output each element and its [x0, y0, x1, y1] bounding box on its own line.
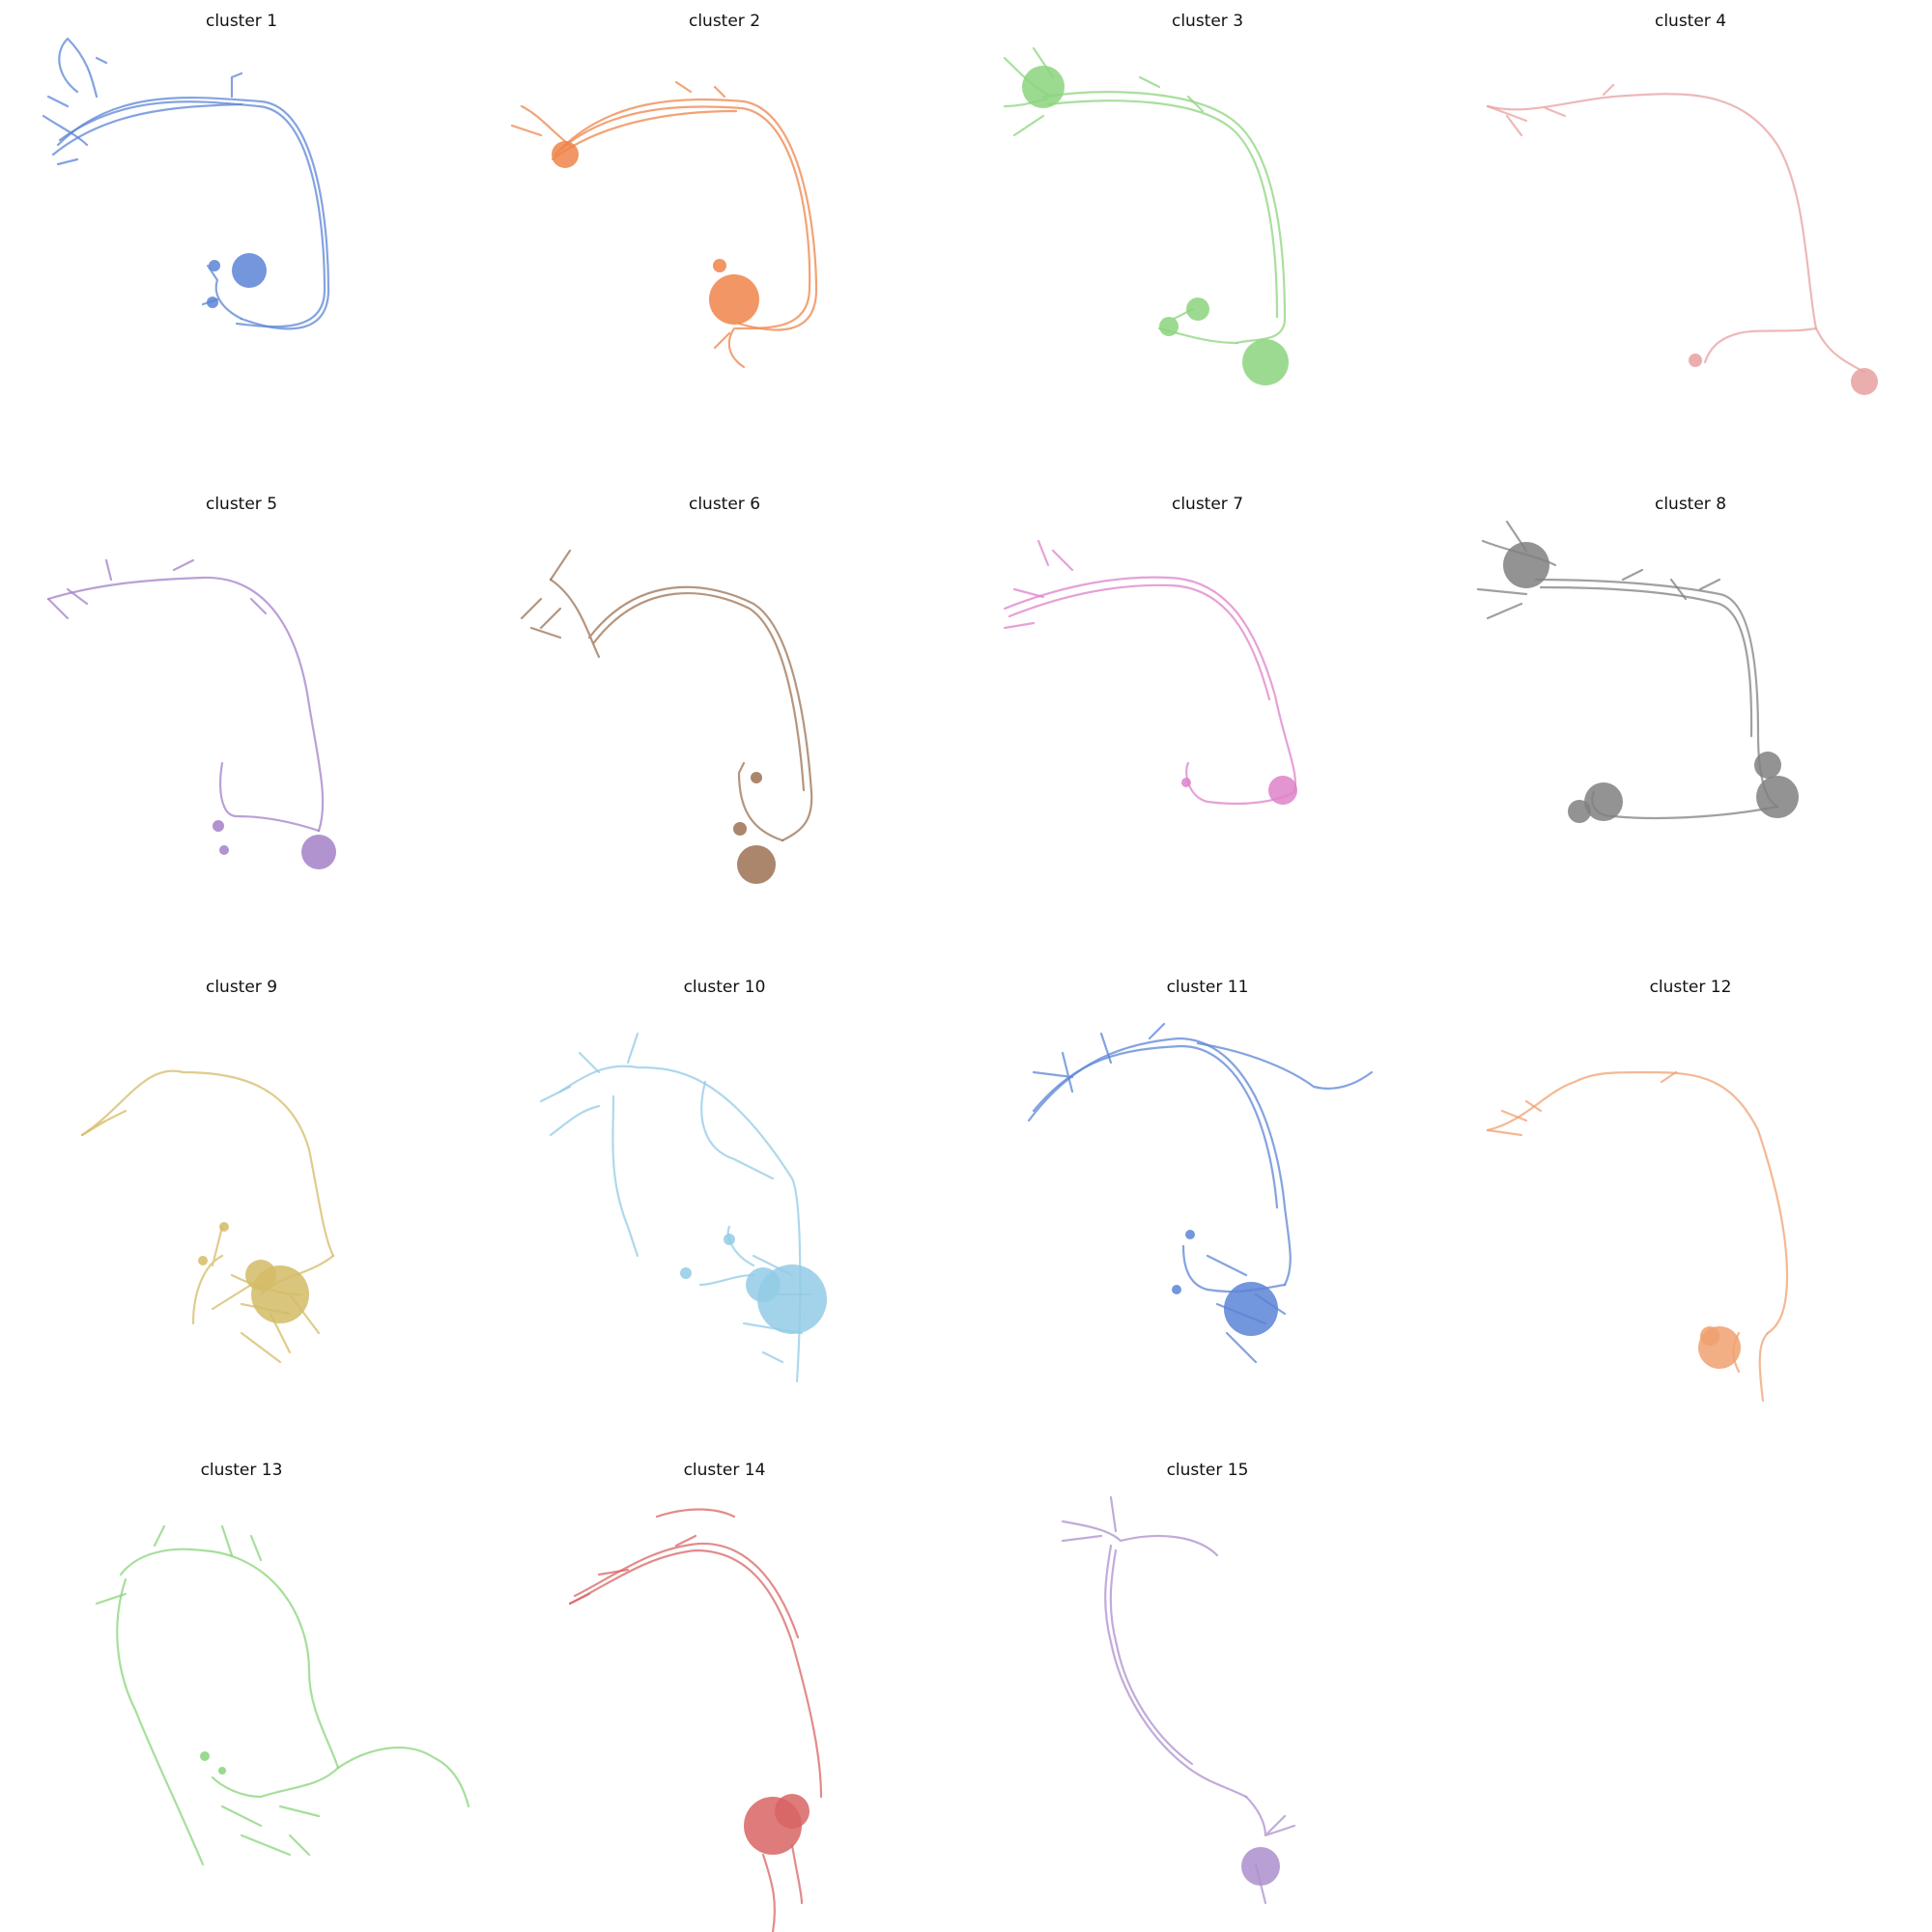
panel-cluster-2: cluster 2 [483, 0, 966, 483]
panel-title: cluster 14 [683, 1461, 766, 1480]
neuron-fibers [42, 37, 330, 330]
panel-title: cluster 6 [688, 495, 761, 514]
neuron-fibers [520, 549, 813, 842]
soma-blob [1689, 354, 1878, 395]
neuron-fibers [95, 1524, 470, 1866]
neuron-morphology [1003, 539, 1297, 806]
soma-blob [1241, 1847, 1280, 1886]
panel-title: cluster 5 [205, 495, 278, 514]
soma-blob [200, 1751, 226, 1775]
neuron-morphology [1486, 83, 1878, 395]
panel-cluster-1: cluster 1 [0, 0, 483, 483]
soma-blob [1698, 1326, 1741, 1369]
panel-title: cluster 7 [1171, 495, 1244, 514]
neuron-morphology [1476, 520, 1799, 823]
neuron-morphology [539, 1032, 827, 1383]
panel-title: cluster 15 [1166, 1461, 1249, 1480]
panel-cluster-5: cluster 5 [0, 483, 483, 966]
panel-cluster-14: cluster 14 [483, 1449, 966, 1932]
neuron-fibers [510, 80, 818, 369]
neuron-morphology [568, 1508, 823, 1932]
neuron-fibers [1486, 83, 1866, 374]
soma-blob [1181, 776, 1297, 805]
soma-blob [1503, 542, 1799, 823]
soma-blob [733, 772, 776, 884]
neuron-morphology [42, 37, 330, 330]
neuron-fibers [539, 1032, 813, 1383]
neuron-fibers [568, 1508, 823, 1932]
panel-title: cluster 3 [1171, 12, 1244, 31]
neuron-fibers [1027, 1022, 1374, 1364]
panel-title: cluster 12 [1649, 978, 1732, 997]
panel-cluster-10: cluster 10 [483, 966, 966, 1449]
soma-blob [198, 1222, 309, 1323]
panel-cluster-13: cluster 13 [0, 1449, 483, 1932]
panel-cluster-4: cluster 4 [1449, 0, 1932, 483]
panel-cluster-15: cluster 15 [966, 1449, 1449, 1932]
panel-title: cluster 8 [1654, 495, 1727, 514]
neuron-morphology [1027, 1022, 1374, 1364]
panel-cluster-8: cluster 8 [1449, 483, 1932, 966]
soma-blob [744, 1794, 810, 1855]
panel-cluster-9: cluster 9 [0, 966, 483, 1449]
soma-blob [207, 253, 267, 308]
panel-title: cluster 10 [683, 978, 766, 997]
soma-blob [552, 141, 759, 325]
panel-title: cluster 11 [1166, 978, 1249, 997]
soma-blob [1022, 66, 1289, 385]
neuron-morphology [1061, 1495, 1296, 1905]
panel-title: cluster 1 [205, 12, 278, 31]
panel-cluster-11: cluster 11 [966, 966, 1449, 1449]
panel-title: cluster 13 [200, 1461, 283, 1480]
neuron-morphology [80, 1069, 335, 1364]
panel-title: cluster 2 [688, 12, 761, 31]
neuron-fibers [1486, 1070, 1789, 1403]
neuron-morphology [46, 558, 336, 869]
soma-blob [213, 820, 336, 869]
soma-blob [680, 1234, 827, 1334]
panel-title: cluster 9 [205, 978, 278, 997]
soma-blob [1172, 1230, 1278, 1336]
neuron-fibers [1003, 539, 1296, 806]
panel-cluster-7: cluster 7 [966, 483, 1449, 966]
panel-cluster-3: cluster 3 [966, 0, 1449, 483]
panel-cluster-6: cluster 6 [483, 483, 966, 966]
neuron-morphology [510, 80, 818, 369]
panel-title: cluster 4 [1654, 12, 1727, 31]
neuron-morphology [1486, 1070, 1789, 1403]
neuron-fibers [1061, 1495, 1296, 1905]
neuron-morphology [95, 1524, 470, 1866]
neuron-morphology [520, 549, 813, 884]
neuron-morphology [1003, 46, 1289, 385]
neuron-fibers [46, 558, 325, 833]
panel-cluster-12: cluster 12 [1449, 966, 1932, 1449]
